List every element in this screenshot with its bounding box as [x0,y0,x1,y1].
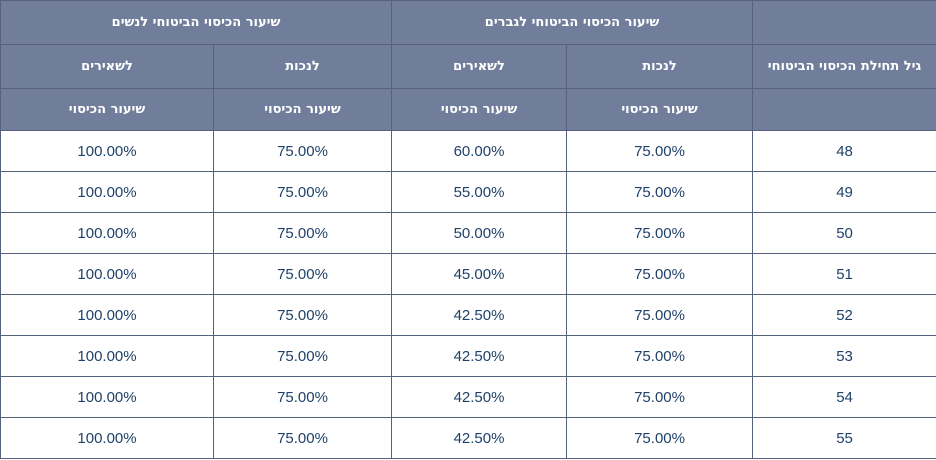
table-row: 49 75.00% 55.00% 75.00% 100.00% [0,171,936,213]
women-survivors-cell: 100.00% [0,376,215,418]
women-disability-cell: 75.00% [213,335,393,377]
men-disability-cell: 75.00% [566,171,754,213]
table-row: 53 75.00% 42.50% 75.00% 100.00% [0,335,936,377]
age-cell: 54 [752,376,936,418]
women-disability-cell: 75.00% [213,212,393,254]
header-row-groups: שיעור הכיסוי הביטוחי לגברים שיעור הכיסוי… [0,0,936,45]
table-row: 51 75.00% 45.00% 75.00% 100.00% [0,253,936,295]
table-body: 48 75.00% 60.00% 75.00% 100.00% 49 75.00… [0,130,936,459]
table-header: שיעור הכיסוי הביטוחי לגברים שיעור הכיסוי… [0,0,936,131]
table-row: 55 75.00% 42.50% 75.00% 100.00% [0,417,936,459]
age-cell: 49 [752,171,936,213]
men-disability-cell: 75.00% [566,376,754,418]
header-coverage-rate: שיעור הכיסוי [213,88,393,131]
women-survivors-cell: 100.00% [0,253,215,295]
table-row: 54 75.00% 42.50% 75.00% 100.00% [0,376,936,418]
header-empty-cell [752,0,936,45]
women-survivors-cell: 100.00% [0,294,215,336]
women-disability-cell: 75.00% [213,253,393,295]
age-cell: 52 [752,294,936,336]
women-survivors-cell: 100.00% [0,130,215,172]
men-disability-cell: 75.00% [566,253,754,295]
header-men-disability: לנכות [566,44,754,89]
header-row-subgroups: גיל תחילת הכיסוי הביטוחי לנכות לשאירים ל… [0,44,936,89]
header-women-survivors: לשאירים [0,44,215,89]
men-survivors-cell: 42.50% [391,376,568,418]
women-disability-cell: 75.00% [213,171,393,213]
age-cell: 53 [752,335,936,377]
header-age-column: גיל תחילת הכיסוי הביטוחי [752,44,936,89]
women-survivors-cell: 100.00% [0,335,215,377]
women-survivors-cell: 100.00% [0,171,215,213]
age-cell: 55 [752,417,936,459]
women-disability-cell: 75.00% [213,130,393,172]
women-disability-cell: 75.00% [213,294,393,336]
men-disability-cell: 75.00% [566,212,754,254]
header-women-disability: לנכות [213,44,393,89]
header-group-men: שיעור הכיסוי הביטוחי לגברים [391,0,754,45]
header-men-survivors: לשאירים [391,44,568,89]
men-disability-cell: 75.00% [566,130,754,172]
header-coverage-rate: שיעור הכיסוי [0,88,215,131]
header-empty-age-cell [752,88,936,131]
women-disability-cell: 75.00% [213,376,393,418]
men-survivors-cell: 60.00% [391,130,568,172]
men-survivors-cell: 45.00% [391,253,568,295]
men-disability-cell: 75.00% [566,294,754,336]
men-disability-cell: 75.00% [566,335,754,377]
women-disability-cell: 75.00% [213,417,393,459]
age-cell: 48 [752,130,936,172]
men-disability-cell: 75.00% [566,417,754,459]
age-cell: 50 [752,212,936,254]
men-survivors-cell: 42.50% [391,294,568,336]
table-row: 48 75.00% 60.00% 75.00% 100.00% [0,130,936,172]
men-survivors-cell: 50.00% [391,212,568,254]
header-group-women: שיעור הכיסוי הביטוחי לנשים [0,0,393,45]
men-survivors-cell: 42.50% [391,417,568,459]
men-survivors-cell: 42.50% [391,335,568,377]
women-survivors-cell: 100.00% [0,212,215,254]
table-row: 50 75.00% 50.00% 75.00% 100.00% [0,212,936,254]
women-survivors-cell: 100.00% [0,417,215,459]
table-row: 52 75.00% 42.50% 75.00% 100.00% [0,294,936,336]
men-survivors-cell: 55.00% [391,171,568,213]
header-row-coverage: שיעור הכיסוי שיעור הכיסוי שיעור הכיסוי ש… [0,88,936,131]
header-coverage-rate: שיעור הכיסוי [391,88,568,131]
age-cell: 51 [752,253,936,295]
header-coverage-rate: שיעור הכיסוי [566,88,754,131]
